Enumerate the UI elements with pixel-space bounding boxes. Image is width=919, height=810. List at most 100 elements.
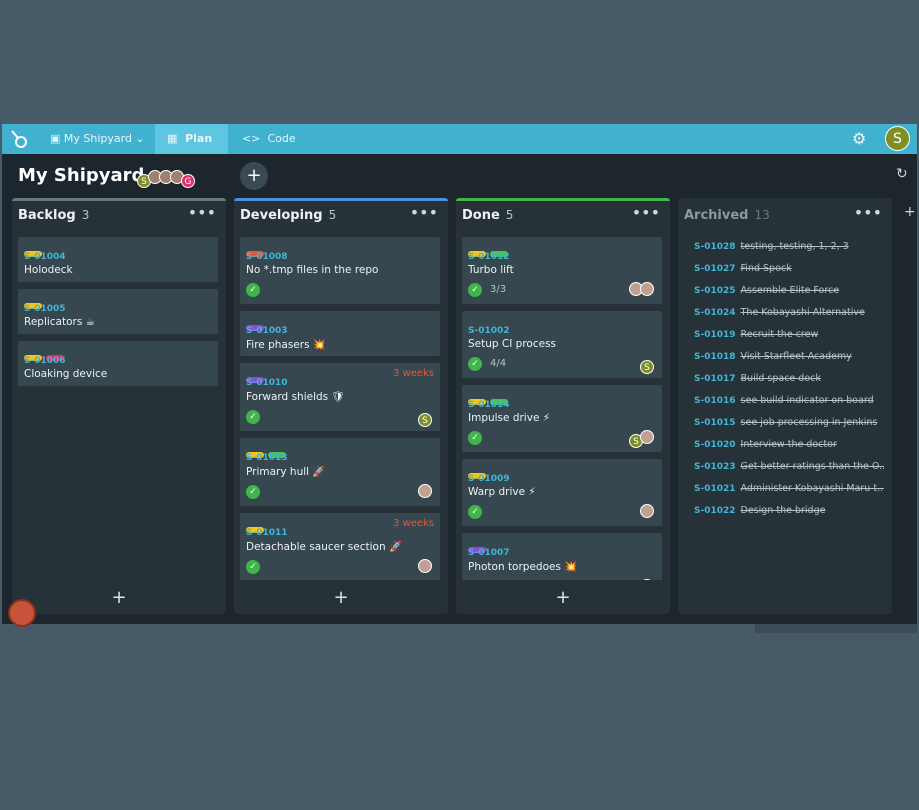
assignee-avatar: S [629, 434, 643, 448]
card[interactable]: S-01014 Impulse drive ⚡ ✓ S [462, 385, 662, 452]
card-id: S-01008 [246, 252, 288, 262]
assignees [418, 483, 432, 502]
card-footer: ✓ 4/4 S [468, 353, 656, 374]
card[interactable]: S-01002 Setup CI process ✓ 4/4 S [462, 311, 662, 378]
assignee-photo [640, 430, 654, 444]
card[interactable]: S-01012 Turbo lift ✓ 3/3 [462, 237, 662, 304]
column-header: Backlog 3 [18, 208, 89, 223]
add-column-side[interactable]: + [904, 204, 916, 220]
card-title: see job processing in Jenkins [740, 417, 878, 428]
column-menu[interactable]: ••• [631, 203, 660, 222]
done-check: ✓ [468, 504, 482, 519]
user-avatar[interactable]: S [885, 126, 910, 151]
logo[interactable] [8, 128, 30, 150]
assignee-photo [640, 579, 654, 580]
add-card[interactable]: + [111, 587, 127, 608]
archived-item[interactable]: S-01021 Administer Kobayashi Maru t... [694, 483, 884, 494]
card-title: see build indicator on board [740, 395, 874, 406]
column-menu[interactable]: ••• [187, 203, 216, 222]
add-card[interactable]: + [555, 587, 571, 608]
assignees [640, 578, 654, 580]
card-id: S-01011 [246, 528, 288, 538]
plan-tab[interactable]: ▦ Plan [155, 124, 228, 154]
archived-item[interactable]: S-01022 Design the bridge [694, 505, 884, 516]
bug-report[interactable] [8, 599, 36, 627]
archived-item[interactable]: S-01028 testing, testing, 1, 2, 3 [694, 241, 884, 252]
card-id: S-01027 [694, 264, 736, 274]
tag [468, 473, 486, 479]
tags [246, 443, 434, 458]
card-title: Build space dock [740, 373, 821, 384]
archived-item[interactable]: S-01017 Build space dock [694, 373, 884, 384]
card-id: S-01016 [694, 396, 736, 406]
archived-item[interactable]: S-01025 Assemble Elite Force [694, 285, 884, 296]
code-tab[interactable]: <> Code [242, 132, 296, 145]
settings[interactable]: ⚙ [852, 129, 867, 148]
card[interactable]: S-01007 Photon torpedoes 💥 ✓ [462, 533, 662, 580]
tags [246, 368, 434, 383]
archived-item[interactable]: S-01015 see job processing in Jenkins [694, 417, 884, 428]
card-id: S-01025 [694, 286, 736, 296]
card[interactable]: S-01009 Warp drive ⚡ ✓ [462, 459, 662, 526]
assignees [629, 281, 654, 300]
card-id: S-01003 [246, 326, 288, 336]
archived-item[interactable]: S-01027 Find Spock [694, 263, 884, 274]
card-id: S-01010 [246, 378, 288, 388]
assignee-photo [418, 559, 432, 573]
tag [246, 251, 264, 257]
card-title: Detachable saucer section 🚀 [246, 541, 403, 553]
card[interactable]: S-01005 Replicators ☕ [18, 289, 218, 334]
card-footer: ✓ [246, 481, 434, 501]
top-bar: ▣ My Shipyard ⌄ ▦ Plan <> Code ⚙ S [2, 124, 917, 154]
add-card[interactable]: + [333, 587, 349, 608]
tags [468, 316, 656, 324]
card[interactable]: S-01011 Detachable saucer section 🚀 3 week… [240, 513, 440, 580]
due-date: 3 weeks [392, 518, 434, 529]
card[interactable]: S-01006 Cloaking device [18, 341, 218, 386]
card[interactable]: S-01008 No *.tmp files in the repo ✓ [240, 237, 440, 304]
card-id: S-01015 [694, 418, 736, 428]
column-name: Developing [240, 208, 323, 223]
tag [46, 355, 64, 361]
card[interactable]: S-01013 Primary hull 🚀 ✓ [240, 438, 440, 506]
column-name: Archived [684, 208, 749, 223]
card-title: Primary hull 🚀 [246, 466, 326, 478]
archived-item[interactable]: S-01020 Interview the doctor [694, 439, 884, 450]
card-title: Forward shields 🛡 [246, 391, 345, 403]
archived-item[interactable]: S-01016 see build indicator on board [694, 395, 884, 406]
refresh[interactable]: ↻ [896, 166, 908, 182]
card-id: S-01006 [24, 356, 66, 366]
tags [246, 242, 434, 257]
assignee-avatar: S [418, 413, 432, 427]
column-menu[interactable]: ••• [853, 203, 882, 222]
done-check: ✓ [246, 559, 260, 574]
tag [246, 377, 264, 383]
tag [468, 251, 486, 257]
archived-item[interactable]: S-01023 Get better ratings than the O... [694, 461, 884, 472]
archived-item[interactable]: S-01019 Recruit the crew [694, 329, 884, 340]
card-id: S-01020 [694, 440, 736, 450]
card[interactable]: S-01003 Fire phasers 💥 [240, 311, 440, 356]
card-title: The Kobayashi Alternative [740, 307, 865, 318]
archived-column: Archived 13 ••• S-01028 testing, testing, 1,… [678, 198, 892, 614]
project-selector[interactable]: ▣ My Shipyard ⌄ [50, 132, 145, 145]
card-id: S-01002 [468, 326, 510, 336]
assignee-photo [640, 282, 654, 296]
card-title: Recruit the crew [740, 329, 819, 340]
tags [468, 390, 656, 405]
card[interactable]: S-01010 Forward shields 🛡 3 weeks ✓ S [240, 363, 440, 431]
add-column[interactable]: + [240, 162, 268, 190]
card-title: Holodeck [24, 264, 73, 276]
archived-item[interactable]: S-01018 Visit Starfleet Academy [694, 351, 884, 362]
archived-item[interactable]: S-01024 The Kobayashi Alternative [694, 307, 884, 318]
tag [24, 355, 42, 361]
card-title: Administer Kobayashi Maru t... [740, 483, 884, 494]
card-title: Photon torpedoes 💥 [468, 561, 578, 573]
card-id: S-01007 [468, 548, 510, 558]
card[interactable]: S-01004 Holodeck [18, 237, 218, 282]
card-footer: ✓ [246, 556, 434, 576]
board-title: My Shipyard [18, 165, 145, 186]
column-name: Backlog [18, 208, 76, 223]
column-menu[interactable]: ••• [409, 203, 438, 222]
